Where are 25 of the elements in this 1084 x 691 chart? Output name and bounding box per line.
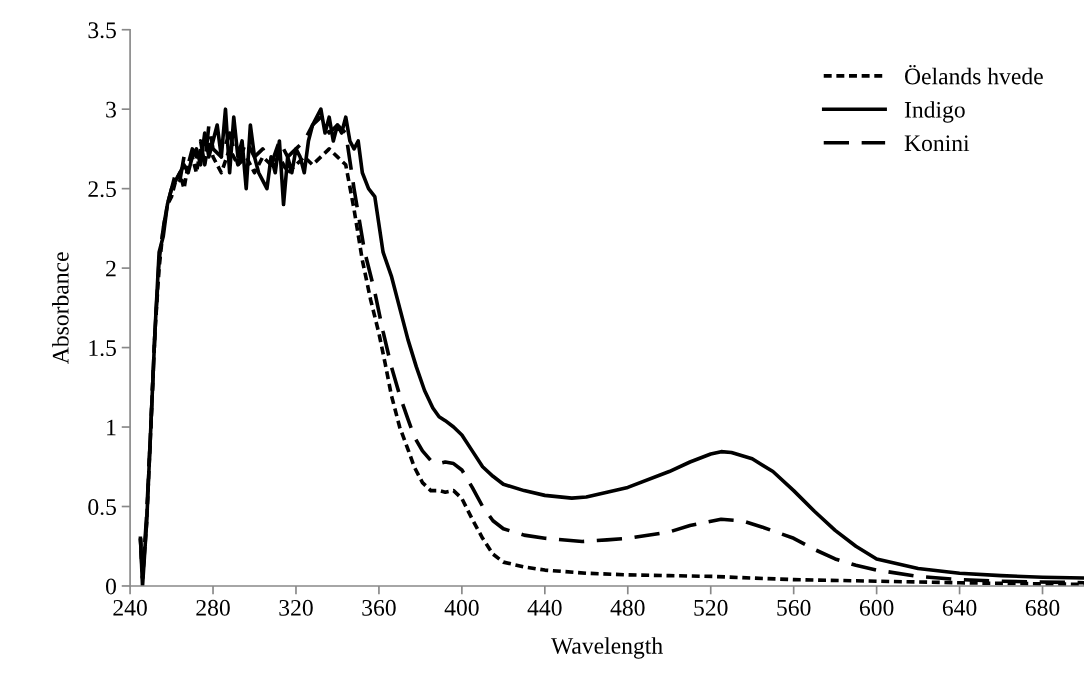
y-axis-title: Absorbance — [52, 252, 69, 364]
y-tick-label: 2.5 — [88, 181, 116, 198]
x-tick-label: 680 — [1025, 599, 1060, 616]
legend-label: Indigo — [904, 101, 965, 123]
y-tick-label: 2 — [106, 260, 116, 277]
x-tick-label: 440 — [527, 599, 562, 616]
x-tick-label: 520 — [694, 599, 728, 616]
y-tick-label: 1.5 — [89, 340, 116, 357]
x-tick-label: 400 — [444, 599, 479, 616]
y-tick-label: 0.5 — [88, 498, 116, 516]
x-tick-label: 360 — [362, 599, 396, 616]
x-tick-label: 560 — [777, 599, 811, 616]
x-tick-label: 600 — [859, 599, 894, 616]
x-tick-label: 280 — [196, 599, 230, 616]
y-tick-label: 1 — [107, 419, 116, 436]
y-tick-label: 3.5 — [88, 22, 116, 39]
y-tick-label: 3 — [106, 101, 116, 118]
legend-label: Öelands hvede — [904, 65, 1043, 85]
y-tick-label: 0 — [105, 578, 116, 595]
legend-label: Konini — [904, 135, 970, 152]
x-tick-label: 640 — [942, 599, 977, 616]
x-tick-label: 240 — [113, 599, 147, 616]
x-axis-title: Wavelength — [550, 637, 663, 659]
x-tick-label: 320 — [279, 599, 313, 616]
x-tick-label: 480 — [610, 599, 645, 616]
